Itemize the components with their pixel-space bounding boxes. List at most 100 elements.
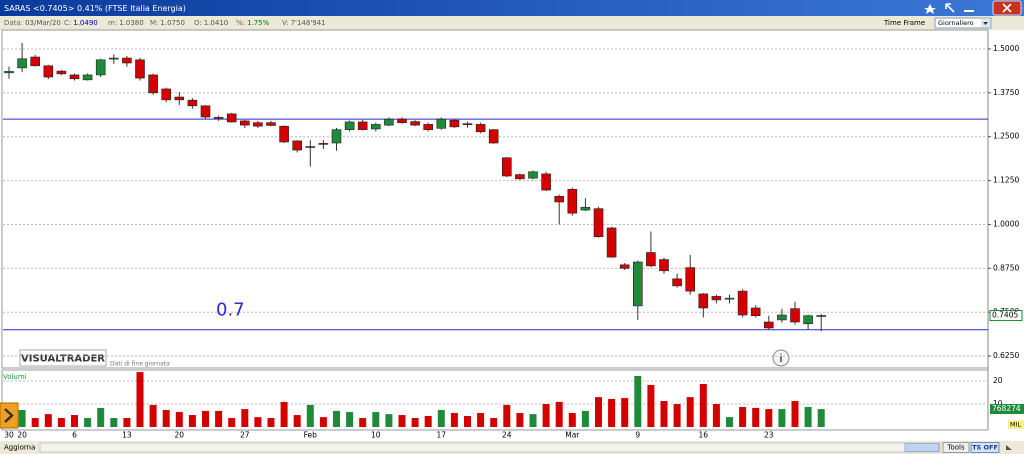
volume-bar [267,418,275,427]
tools-button[interactable] [942,442,970,453]
volume-bar [450,412,458,427]
candle-body [672,278,682,287]
volume-bar [385,414,393,427]
candle-body [253,122,263,127]
candle-body [501,157,512,177]
volume-bar [791,401,799,427]
x-tick-label: Feb [304,431,318,440]
x-tick-label: 10 [371,431,381,440]
candle-body [370,124,381,130]
volume-bar [673,404,681,427]
candle-body [685,267,696,292]
volume-bar [293,415,301,427]
time-frame-select[interactable] [934,17,992,29]
annotation: 0.7 [216,300,245,321]
volume-bar [398,415,406,427]
last-price-box [989,310,1023,322]
refresh-button[interactable]: Aggiorna [4,444,35,452]
volume-bar [817,409,825,427]
volume-bar [555,401,563,427]
volume-bar [464,415,471,427]
side-toggle[interactable] [0,402,19,429]
volume-tick-label: 20 [993,376,1003,385]
volume-bar [503,404,511,427]
candle-body [737,290,748,316]
y-tick-label: 1.3750 [993,88,1019,97]
volume-bar [84,418,92,427]
last-price-label: 0.7405 [992,311,1018,320]
volume-title: Volumi [3,373,27,381]
candle-body [43,65,54,78]
ts-label: TS OFF [972,444,998,452]
info-field: M: 1.0750 [150,19,185,27]
volume-bar [726,417,733,427]
info-value: 1.75% [247,19,270,27]
volume-bar [595,397,602,427]
info-field: O: 1.0410 [194,19,228,27]
volume-bar [424,415,432,427]
candle-body [30,56,41,67]
candle-body [528,171,538,179]
y-tick-label: 0.6250 [993,351,1019,360]
candle-body [305,146,316,148]
x-tick-label: 23 [764,431,774,440]
last-volume-label: 768274 [992,404,1021,413]
candle-body [632,261,643,307]
candle-body [226,113,237,123]
candle-body [724,297,735,300]
info-value: 7'148'941 [291,19,326,27]
candle-body [541,173,551,191]
candle-body [344,121,355,130]
volume-bar [333,410,340,427]
candle-body [423,124,434,130]
candle-body [606,227,617,258]
volume-bar [608,398,616,427]
candle-body [56,70,67,75]
volume-bar [752,407,760,427]
select-arrow-icon [983,22,988,25]
favorite-icon[interactable] [924,4,936,14]
volume-bar [71,415,78,427]
logo: VISUALTRADER [21,354,105,365]
candle-body [69,74,80,80]
info-label: C: [64,19,71,27]
volume-bar [437,409,445,427]
candle-body [17,58,27,69]
scroll-thumb[interactable] [904,443,940,452]
scrollbar[interactable] [39,442,941,453]
x-tick-label: Mar [565,431,580,440]
minimize-button[interactable] [964,10,974,12]
candle-body [515,174,525,180]
info-label: m: [108,19,117,27]
volume-bar [202,410,209,427]
candle-body [148,74,158,94]
candle-body [410,121,420,126]
resize-grip[interactable] [1006,445,1012,450]
candle-body [161,88,171,101]
x-tick-label: 6 [72,431,77,440]
candle-body [318,143,329,145]
volume-bar [319,417,327,427]
window-title: SARAS <0.7405> 0.41% (FTSE Italia Energi… [4,4,186,13]
detach-icon[interactable] [945,3,955,13]
info-label: %: [236,19,245,27]
volume-bar [634,375,642,427]
candle-body [397,118,407,123]
volume-bar [490,418,498,427]
candle-body [187,99,198,107]
volume-bar [686,397,694,427]
candle-body [593,208,604,238]
y-tick-label: 1.0000 [993,219,1019,228]
volume-bar [529,414,537,427]
volume-bar [712,404,720,427]
candle-body [646,252,656,267]
volume-bar [477,412,485,427]
info-value: 1.0410 [204,19,229,27]
volume-bar [660,401,668,427]
candle-body [82,74,93,81]
title-bar [0,0,1024,16]
volume-bar [804,407,812,427]
candle-body [803,315,813,325]
ts-button[interactable] [970,442,1000,453]
volume-bar [778,409,786,427]
